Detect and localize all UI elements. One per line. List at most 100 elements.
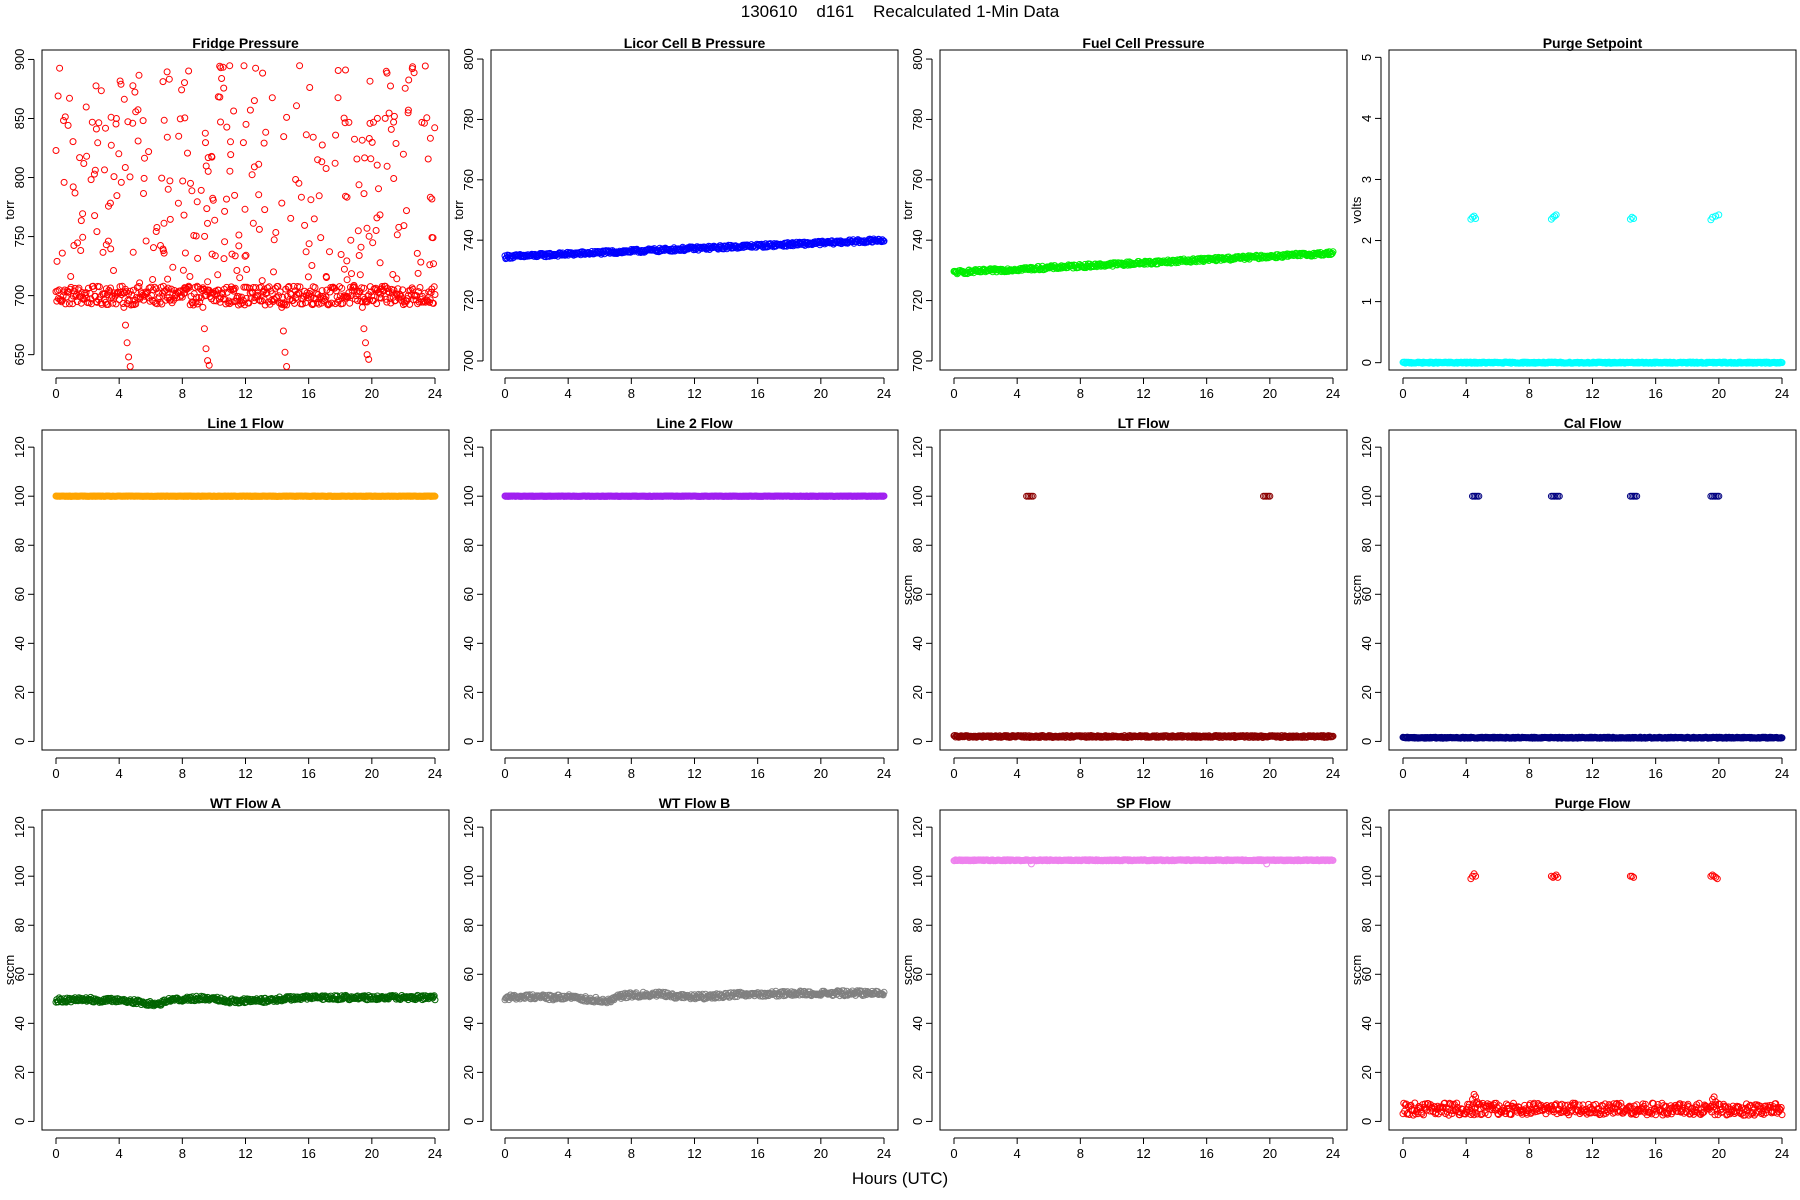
data-point bbox=[342, 192, 349, 200]
y-tick-label: 100 bbox=[1359, 485, 1374, 507]
data-point bbox=[187, 179, 194, 187]
data-point bbox=[223, 283, 231, 291]
data-point bbox=[107, 284, 114, 292]
data-point bbox=[295, 179, 303, 187]
plot-frame bbox=[41, 49, 450, 371]
data-point bbox=[236, 274, 244, 282]
data-point bbox=[360, 284, 368, 292]
x-tick-label: 0 bbox=[52, 1146, 59, 1161]
data-point bbox=[208, 153, 216, 161]
data-point bbox=[318, 158, 326, 166]
x-tick-label: 0 bbox=[1399, 386, 1406, 401]
data-point bbox=[216, 62, 224, 70]
data-point bbox=[185, 67, 193, 75]
y-axis-label: torr bbox=[451, 200, 466, 220]
data-point bbox=[366, 119, 374, 127]
x-tick-label: 12 bbox=[687, 766, 701, 781]
data-point bbox=[158, 300, 166, 308]
data-point bbox=[332, 131, 340, 139]
data-point bbox=[416, 284, 424, 291]
data-point bbox=[347, 236, 355, 244]
data-point bbox=[343, 276, 351, 284]
data-point bbox=[228, 250, 236, 258]
plot-frame bbox=[939, 49, 1348, 371]
data-point bbox=[429, 234, 437, 242]
data-point bbox=[140, 190, 147, 197]
y-tick-label: 750 bbox=[12, 226, 27, 248]
data-point bbox=[92, 298, 100, 306]
data-point bbox=[1552, 211, 1560, 219]
y-axis-label: sccm bbox=[900, 575, 915, 605]
data-point bbox=[220, 255, 228, 263]
y-tick-label: 60 bbox=[910, 587, 925, 601]
data-point bbox=[230, 107, 238, 115]
plot-frame bbox=[939, 429, 1348, 751]
data-point bbox=[304, 273, 312, 281]
x-tick-label: 12 bbox=[238, 766, 252, 781]
data-point bbox=[340, 265, 348, 273]
data-point bbox=[134, 106, 142, 114]
data-point bbox=[260, 286, 268, 294]
data-point bbox=[430, 283, 438, 291]
data-point bbox=[1329, 248, 1337, 256]
data-point bbox=[91, 212, 99, 220]
x-tick-label: 24 bbox=[877, 766, 891, 781]
data-point bbox=[423, 114, 431, 122]
data-point bbox=[71, 189, 79, 197]
x-tick-label: 20 bbox=[814, 386, 828, 401]
y-tick-label: 120 bbox=[461, 436, 476, 458]
data-point bbox=[93, 228, 101, 236]
data-point bbox=[193, 198, 201, 206]
data-point bbox=[125, 353, 133, 361]
data-point bbox=[69, 138, 77, 146]
data-point bbox=[382, 295, 390, 303]
data-point bbox=[193, 300, 201, 308]
data-point bbox=[242, 120, 250, 128]
data-point bbox=[310, 215, 318, 223]
x-tick-label: 12 bbox=[1136, 386, 1150, 401]
data-point bbox=[209, 196, 217, 204]
y-tick-label: 80 bbox=[12, 538, 27, 552]
data-point bbox=[166, 215, 174, 223]
x-tick-label: 12 bbox=[1585, 766, 1599, 781]
data-point bbox=[120, 95, 128, 103]
x-tick-label: 12 bbox=[687, 386, 701, 401]
x-tick-label: 16 bbox=[1648, 766, 1662, 781]
data-point bbox=[317, 234, 325, 242]
data-point bbox=[302, 131, 310, 139]
data-point bbox=[314, 156, 322, 164]
data-point bbox=[126, 173, 134, 181]
x-tick-label: 24 bbox=[428, 386, 442, 401]
data-point bbox=[227, 138, 234, 146]
data-point bbox=[71, 284, 79, 292]
data-point bbox=[129, 82, 137, 90]
y-tick-label: 0 bbox=[12, 1118, 27, 1125]
data-point bbox=[348, 270, 355, 278]
data-point bbox=[226, 62, 234, 70]
plot-frame bbox=[490, 429, 899, 751]
data-point bbox=[1472, 215, 1480, 222]
y-tick-label: 700 bbox=[461, 350, 476, 372]
data-point bbox=[221, 238, 229, 246]
data-point bbox=[248, 171, 256, 179]
data-point bbox=[259, 69, 267, 77]
y-tick-label: 800 bbox=[12, 167, 27, 189]
data-point bbox=[378, 285, 386, 293]
data-point bbox=[372, 227, 380, 234]
data-point bbox=[414, 288, 422, 296]
data-point bbox=[202, 345, 210, 353]
y-tick-label: 0 bbox=[1359, 359, 1374, 366]
data-point bbox=[294, 283, 302, 290]
data-point bbox=[877, 237, 885, 245]
data-point bbox=[67, 273, 75, 280]
data-point bbox=[353, 155, 361, 163]
panel-title: Licor Cell B Pressure bbox=[624, 35, 766, 51]
data-point bbox=[61, 113, 69, 121]
data-point bbox=[373, 114, 381, 122]
data-points bbox=[52, 62, 439, 370]
data-point bbox=[395, 223, 403, 231]
x-tick-label: 16 bbox=[1648, 386, 1662, 401]
x-tick-label: 20 bbox=[365, 386, 379, 401]
